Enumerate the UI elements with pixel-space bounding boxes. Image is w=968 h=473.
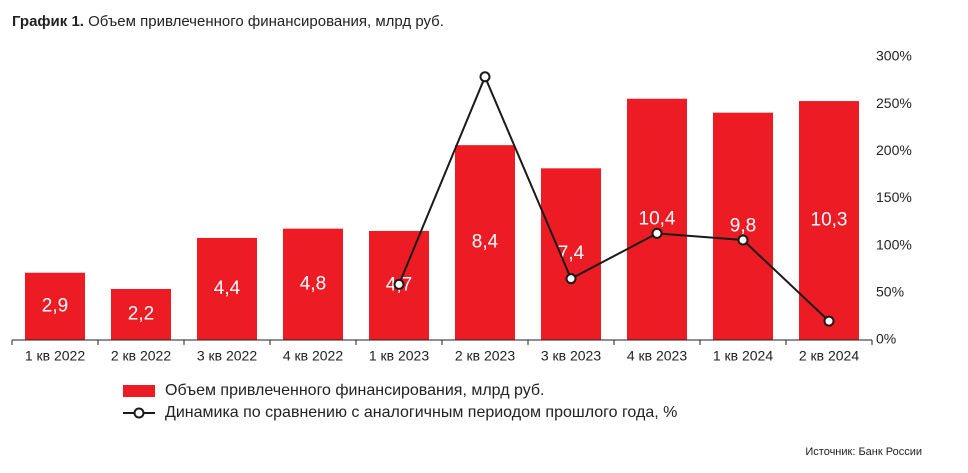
bar: [627, 98, 687, 341]
bar-value-label: 8,4: [472, 232, 499, 253]
x-tick-label: 3 кв 2022: [197, 348, 257, 364]
line-marker: [823, 315, 835, 327]
x-tick-label: 3 кв 2023: [541, 348, 601, 364]
y2-tick-label: 150%: [876, 189, 912, 205]
x-tick-label: 4 кв 2023: [627, 348, 687, 364]
bar-value-label: 7,4: [558, 243, 585, 264]
bar: [111, 288, 171, 340]
line-marker: [737, 234, 749, 246]
y2-tick-label: 250%: [876, 95, 912, 111]
y2-tick-label: 300%: [876, 48, 912, 64]
bar: [713, 112, 773, 340]
x-tick-label: 4 кв 2022: [283, 348, 343, 364]
bar-value-label: 4,4: [214, 278, 241, 299]
bar: [283, 228, 343, 340]
x-tick-label: 1 кв 2022: [25, 348, 85, 364]
line-marker: [651, 227, 663, 239]
line-marker: [393, 278, 405, 290]
bar: [799, 101, 859, 341]
legend-marker: [133, 407, 145, 419]
chart-title: График 1. Объем привлеченного финансиров…: [12, 13, 444, 30]
x-tick-label: 2 кв 2022: [111, 348, 171, 364]
y2-tick-label: 200%: [876, 142, 912, 158]
bar: [197, 237, 257, 340]
y2-tick-label: 100%: [876, 236, 912, 252]
line: [398, 74, 830, 322]
bar: [455, 145, 515, 340]
bar-value-label: 10,4: [639, 208, 676, 229]
line-marker: [479, 71, 491, 83]
title-label: График 1.: [12, 13, 84, 30]
title-text: Объем привлеченного финансирования, млрд…: [88, 13, 444, 30]
line-marker: [565, 273, 577, 285]
bar-value-label: 4,8: [300, 273, 326, 294]
bar-value-label: 10,3: [811, 210, 848, 231]
legend-label: Динамика по сравнению с аналогичным пери…: [165, 404, 677, 421]
bar-value-label: 9,8: [730, 215, 756, 236]
x-tick-label: 2 кв 2024: [799, 348, 859, 364]
bar-value-label: 2,2: [128, 303, 154, 324]
x-tick-label: 1 кв 2023: [369, 348, 429, 364]
x-tick-label: 2 кв 2023: [455, 348, 515, 364]
bar: [541, 168, 601, 340]
bar-value-label: 2,9: [42, 295, 68, 316]
legend-label: Объем привлеченного финансирования, млрд…: [165, 382, 545, 399]
legend-swatch: [123, 385, 155, 397]
source: Источник: Банк России: [805, 446, 922, 458]
bar: [25, 272, 85, 340]
y2-tick-label: 50%: [876, 284, 904, 300]
x-tick-label: 1 кв 2024: [713, 348, 773, 364]
y2-tick-label: 0%: [876, 331, 896, 347]
